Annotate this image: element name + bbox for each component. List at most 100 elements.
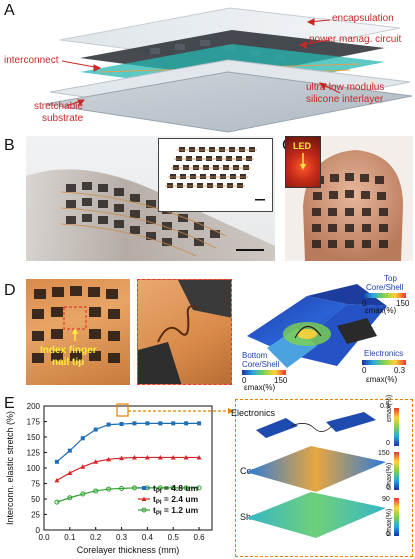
data-point: [106, 486, 112, 492]
data-point: [184, 421, 189, 426]
scale2-min: 0: [386, 484, 390, 491]
data-point: [119, 485, 125, 491]
x-tick-label: 0.5: [168, 533, 180, 542]
panel-b-scale-bar: [236, 249, 264, 251]
data-point: [93, 488, 99, 494]
emax-label-3: εmax(%): [386, 508, 393, 536]
nail-label-1: Index finger: [40, 345, 97, 356]
series-line: [56, 422, 200, 463]
panel-a-exploded-layers: [44, 7, 413, 133]
interlayer-label-1: ultra-low modulus: [306, 82, 385, 93]
panel-label-d: D: [4, 282, 16, 299]
elec-emax-label: εmax(%): [366, 375, 398, 384]
data-point: [54, 499, 60, 505]
legend-label: tPI = 1.2 um: [153, 505, 199, 517]
data-point: [144, 454, 150, 460]
y-tick-label: 150: [27, 433, 41, 442]
substrate-label-2: substrate: [42, 113, 84, 124]
electronics-label-e: Electronics: [231, 408, 276, 418]
substrate-layer: [44, 71, 413, 133]
x-tick-label: 0.4: [142, 533, 154, 542]
y-tick-label: 0: [36, 526, 41, 535]
led-label: LED: [293, 141, 311, 151]
legend-label: tPI = 2.4 um: [153, 494, 199, 506]
colorbar-core: [394, 452, 399, 490]
interconnect-label: interconnect: [4, 55, 59, 66]
data-point: [170, 485, 176, 491]
top-emax-label: εmax(%): [365, 306, 397, 315]
scale1-max: 0.3: [380, 403, 390, 410]
panel-b-photo: [26, 136, 275, 261]
x-tick-label: 0.0: [38, 533, 50, 542]
panel-b-curved-array: [26, 169, 275, 261]
data-point: [93, 427, 98, 432]
nail-zoom-box: [63, 306, 87, 330]
legend-marker: [141, 507, 147, 513]
electronics-label-d: Electronics: [364, 349, 404, 358]
y-tick-label: 200: [27, 402, 41, 411]
bottom-scale-max: 150: [274, 376, 288, 385]
data-point: [54, 477, 60, 483]
data-point: [54, 459, 59, 464]
data-point: [67, 448, 72, 453]
power-circuit-label: power manag. circuit: [309, 34, 402, 45]
data-point: [119, 421, 124, 426]
data-point: [157, 454, 163, 460]
nail-label-2: nail tip: [52, 357, 85, 368]
shell-slab: [246, 492, 386, 538]
y-tick-label: 75: [31, 480, 40, 489]
panel-d-fea-model: [247, 284, 387, 368]
legend-label: tPI = 4.8 um: [153, 483, 199, 495]
panel-e-model-box: Electronics Core Shell 0.3 0 150 0 90 0 …: [231, 395, 413, 557]
scale2-max: 150: [378, 450, 390, 457]
top-core-shell-label-1: Top: [384, 274, 397, 283]
top-scale-min: 0: [362, 299, 367, 308]
panel-label-e: E: [4, 395, 15, 412]
data-point: [157, 485, 163, 491]
data-point: [106, 456, 112, 462]
electronics-colorbar: [362, 360, 406, 365]
panel-b-inset: [158, 138, 273, 212]
panel-d-finger-photo: Index finger nail tip: [26, 279, 130, 385]
x-tick-label: 0.6: [194, 533, 206, 542]
data-point: [67, 495, 73, 501]
data-point: [80, 436, 85, 441]
panel-c-led-inset: LED: [285, 136, 321, 188]
scale1-min: 0: [386, 440, 390, 447]
top-core-shell-label-2: Core/Shell: [366, 283, 404, 292]
encapsulation-label: encapsulation: [332, 13, 394, 24]
data-point: [131, 454, 137, 460]
bottom-scale-min: 0: [242, 376, 247, 385]
data-point: [145, 421, 150, 426]
x-tick-label: 0.2: [90, 533, 102, 542]
top-colorbar: [362, 293, 406, 298]
emax-label-2: εmax(%): [386, 462, 393, 490]
colorbar-electronics: [394, 408, 399, 446]
panel-c-photo: LED: [285, 136, 413, 261]
core-slab: [246, 446, 386, 492]
interlayer-label-2: silicone interlayer: [306, 94, 384, 105]
data-point: [131, 485, 137, 491]
data-point: [119, 455, 125, 461]
y-tick-label: 100: [27, 464, 41, 473]
bottom-core-shell-label-1: Bottom: [242, 351, 268, 360]
panel-label-b: B: [4, 137, 15, 154]
data-point: [196, 485, 202, 491]
data-point: [67, 470, 73, 475]
data-point: [80, 464, 86, 469]
legend-marker: [141, 496, 147, 501]
series-line: [56, 456, 200, 481]
data-point: [197, 421, 202, 426]
bottom-core-shell-label-2: Core/Shell: [242, 360, 280, 369]
panel-d-zoom-photo: [137, 279, 232, 385]
y-tick-label: 25: [31, 511, 40, 520]
y-tick-label: 50: [31, 495, 40, 504]
top-scale-max: 150: [396, 299, 410, 308]
substrate-label-1: stretchable: [34, 101, 83, 112]
colorbar-shell: [394, 498, 399, 536]
y-axis-label: Interconn. elastic stretch (%): [5, 411, 15, 525]
data-point: [171, 421, 176, 426]
elec-scale-min: 0: [362, 366, 367, 375]
emax-label-1: εmax(%): [386, 394, 393, 422]
x-axis-label: Corelayer thickness (mm): [77, 545, 180, 555]
